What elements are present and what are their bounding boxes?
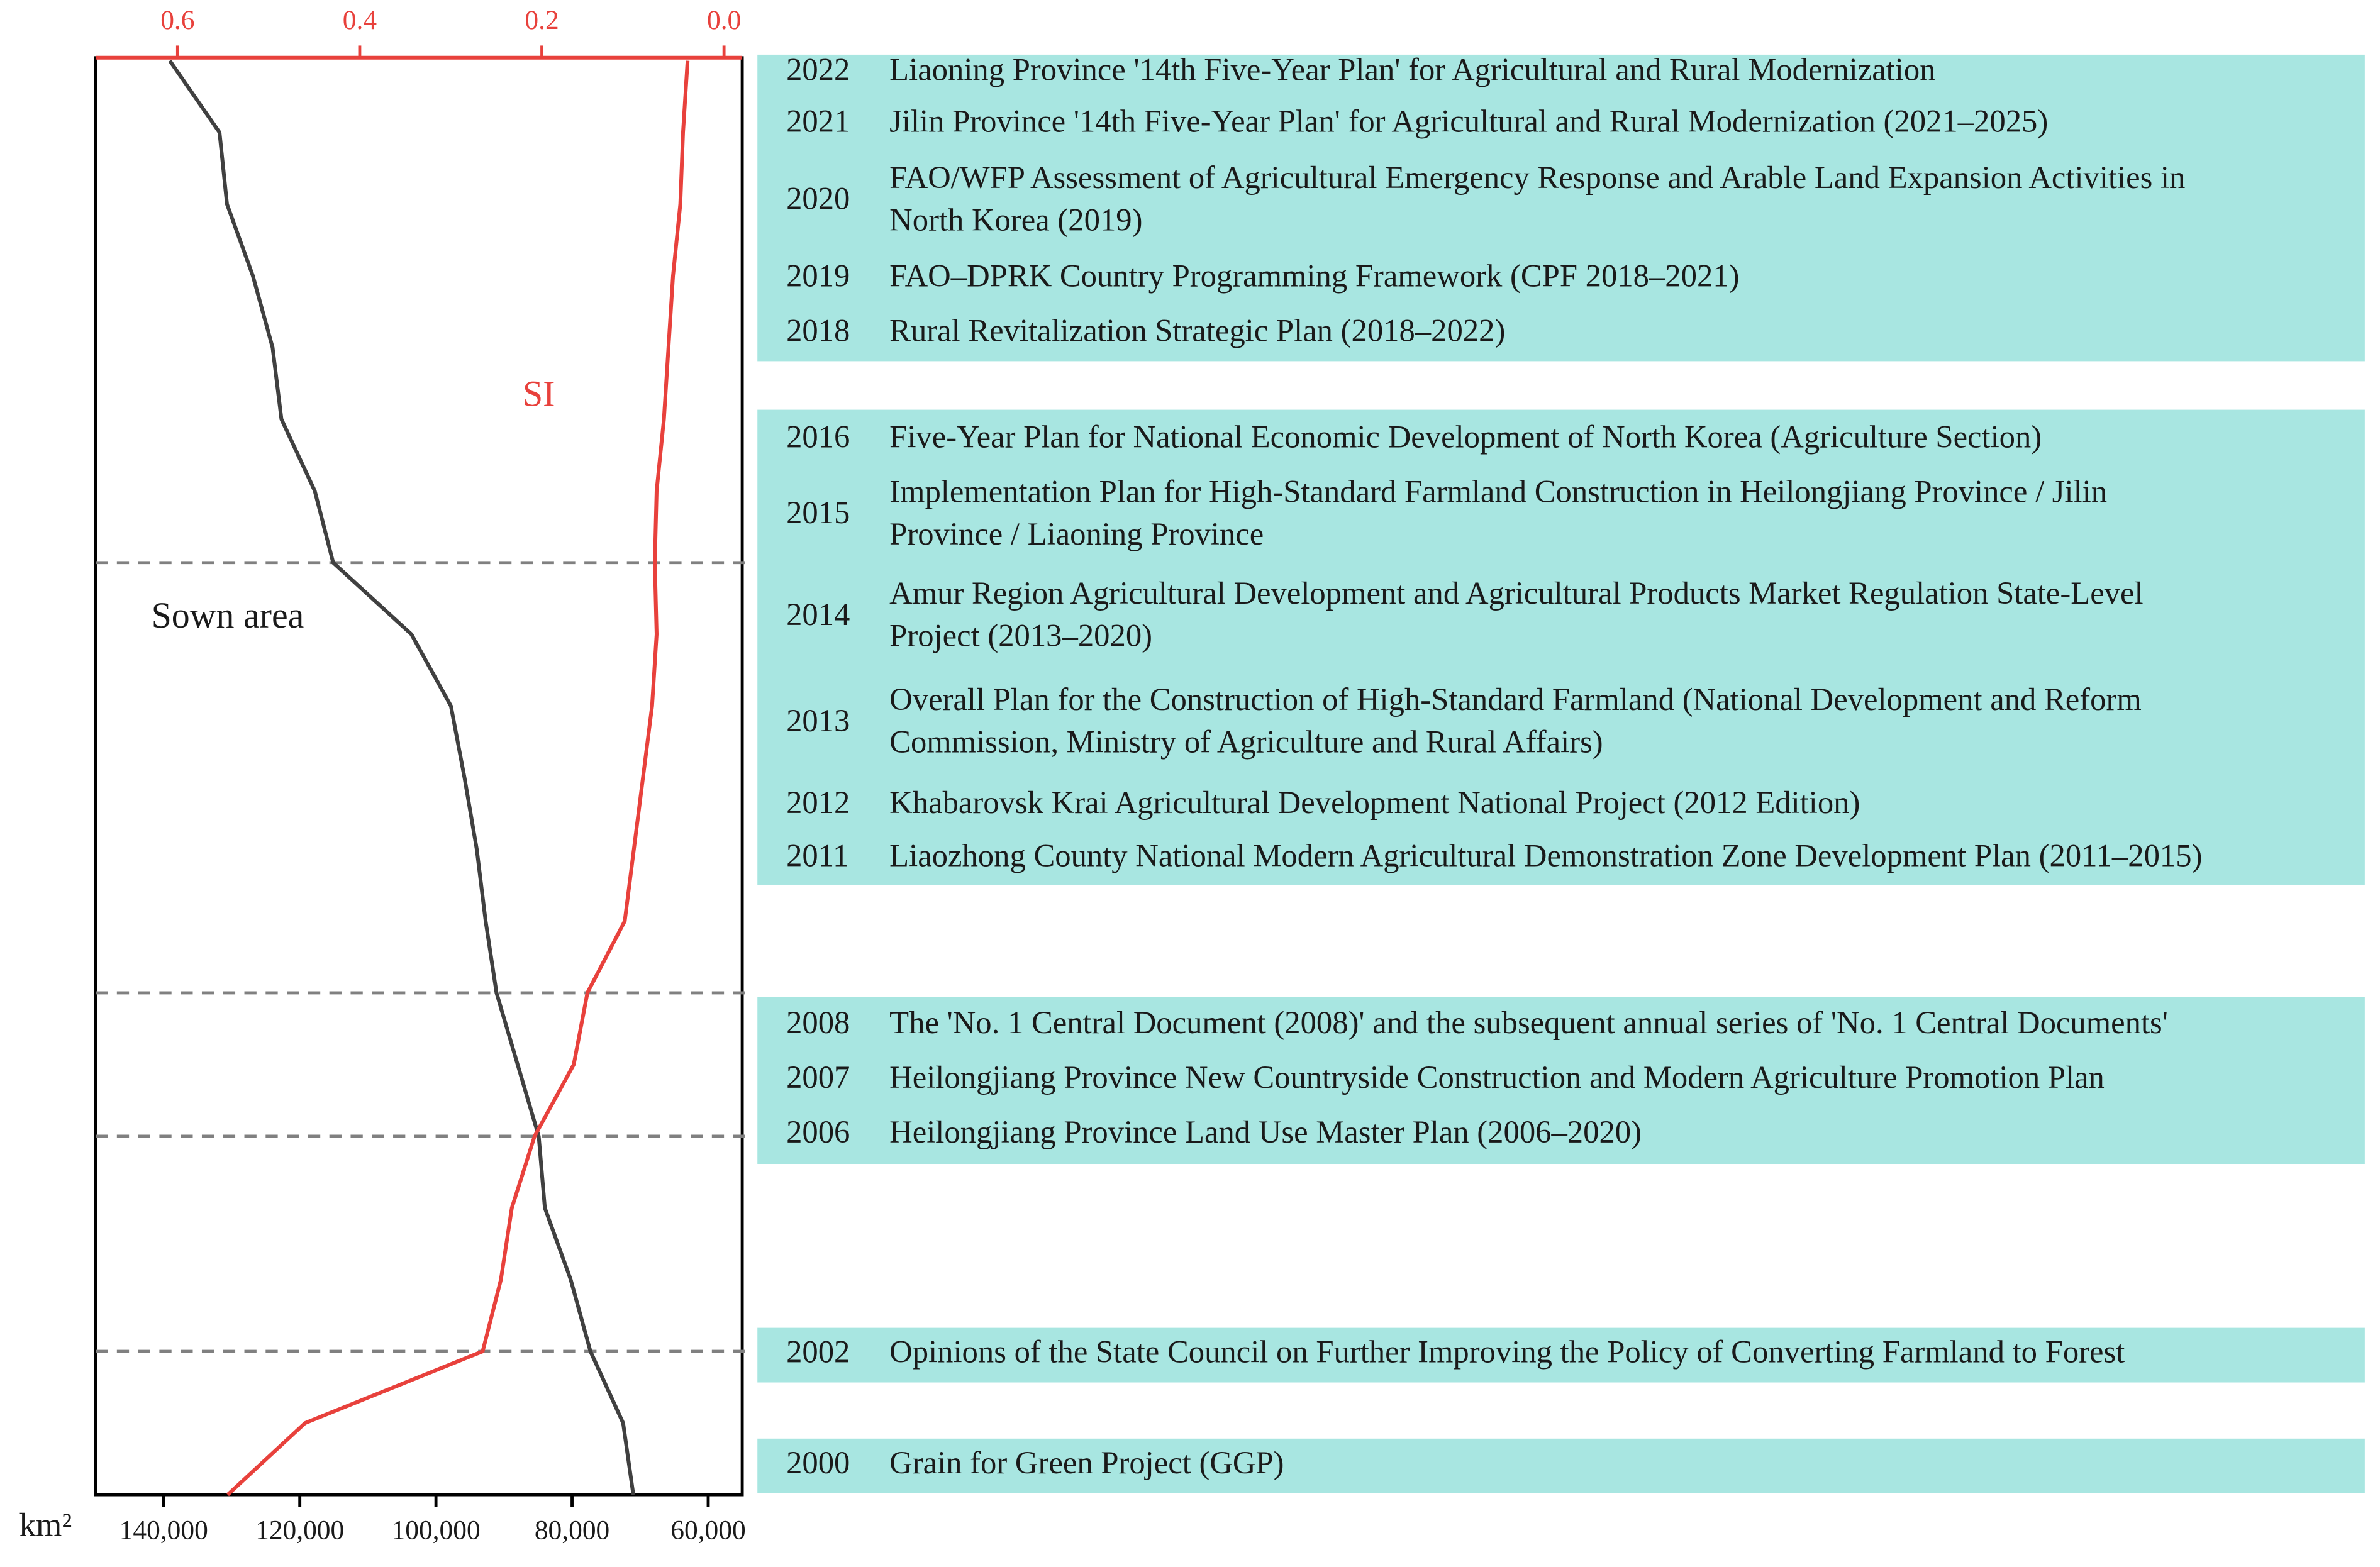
x-tick-label: 60,000 [670, 1515, 745, 1545]
policy-text: Rural Revitalization Strategic Plan (201… [889, 313, 1505, 348]
policy-year: 2021 [786, 104, 850, 139]
policy-text: Khabarovsk Krai Agricultural Development… [889, 785, 1860, 820]
policy-year: 2013 [786, 703, 850, 738]
policy-year: 2000 [786, 1445, 850, 1480]
policy-text: Five-Year Plan for National Economic Dev… [889, 419, 2042, 455]
series-label: Sown area [152, 595, 304, 636]
x2-tick-label: 0.4 [343, 5, 377, 35]
period-box [757, 409, 2365, 885]
policy-text: Implementation Plan for High-Standard Fa… [889, 473, 2107, 509]
policy-text: Commission, Ministry of Agriculture and … [889, 724, 1603, 760]
x-axis-label: km² [19, 1507, 72, 1543]
series-label: SI [523, 374, 555, 414]
policy-text: Liaoning Province '14th Five-Year Plan' … [889, 52, 1935, 87]
period-box [757, 1438, 2365, 1493]
policy-year: 2008 [786, 1005, 850, 1040]
table-boxes [757, 54, 2365, 1493]
policy-text: North Korea (2019) [889, 202, 1142, 237]
policy-year: 2022 [786, 52, 850, 87]
policy-year: 2007 [786, 1060, 850, 1095]
period-box [757, 997, 2365, 1165]
policy-text: The 'No. 1 Central Document (2008)' and … [889, 1005, 2168, 1040]
plot-frame [94, 56, 744, 1497]
x-tick-label: 120,000 [255, 1515, 344, 1545]
policy-year: 2016 [786, 419, 850, 455]
policy-text: Overall Plan for the Construction of Hig… [889, 682, 2142, 717]
policy-year: 2006 [786, 1114, 850, 1149]
x-tick-label: 80,000 [535, 1515, 609, 1545]
policy-year: 2012 [786, 785, 850, 820]
policy-year: 2014 [786, 597, 850, 632]
x2-tick-label: 0.6 [160, 5, 194, 35]
x-tick-label: 100,000 [392, 1515, 481, 1545]
policy-text: Heilongjiang Province Land Use Master Pl… [889, 1114, 1642, 1149]
policy-year: 2015 [786, 495, 850, 530]
period-box [757, 1327, 2365, 1383]
policy-year: 2020 [786, 181, 850, 216]
x2-tick-label: 0.0 [707, 5, 741, 35]
policy-text: Opinions of the State Council on Further… [889, 1334, 2125, 1370]
x2-tick-label: 0.2 [525, 5, 559, 35]
series-line [168, 59, 635, 1495]
policy-text: Province / Liaoning Province [889, 516, 1264, 551]
policy-text: Grain for Green Project (GGP) [889, 1445, 1284, 1480]
period-box [757, 54, 2365, 362]
policy-year: 2018 [786, 313, 850, 348]
policy-text: Amur Region Agricultural Development and… [889, 575, 2143, 611]
policy-text: Liaozhong County National Modern Agricul… [889, 838, 2202, 873]
policy-year: 2011 [786, 838, 848, 873]
policy-text: Heilongjiang Province New Countryside Co… [889, 1060, 2105, 1095]
policy-year: 2002 [786, 1334, 850, 1370]
policy-text: FAO–DPRK Country Programming Framework (… [889, 258, 1739, 294]
policy-text: Project (2013–2020) [889, 618, 1152, 653]
policy-year: 2019 [786, 258, 850, 294]
policy-text: FAO/WFP Assessment of Agricultural Emerg… [889, 160, 2185, 195]
series-line [226, 60, 690, 1497]
x-tick-label: 140,000 [120, 1515, 208, 1545]
policy-text: Jilin Province '14th Five-Year Plan' for… [889, 104, 2048, 139]
